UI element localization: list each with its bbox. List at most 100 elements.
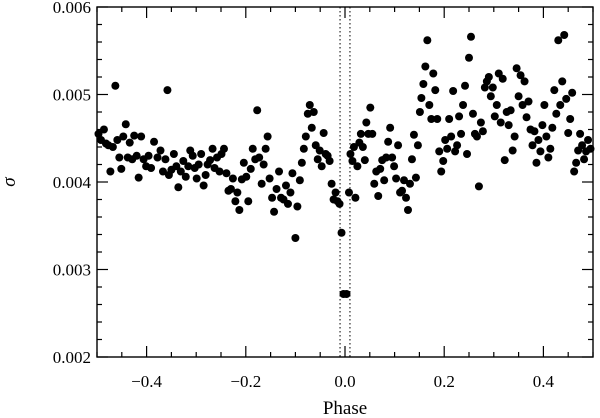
y-tick-label-2: 0.004 bbox=[53, 173, 92, 192]
data-point-114 bbox=[348, 157, 357, 165]
data-point-48 bbox=[206, 156, 215, 165]
data-point-116 bbox=[351, 193, 360, 202]
x-tick-label-1: −0.2 bbox=[230, 372, 261, 391]
data-point-135 bbox=[388, 153, 397, 162]
data-point-122 bbox=[362, 118, 371, 127]
data-point-169 bbox=[455, 112, 464, 121]
data-point-203 bbox=[522, 113, 531, 122]
data-point-125 bbox=[368, 129, 377, 138]
data-point-202 bbox=[520, 77, 529, 86]
data-point-77 bbox=[270, 207, 279, 216]
data-point-178 bbox=[472, 132, 481, 141]
data-point-129 bbox=[376, 164, 385, 173]
data-point-78 bbox=[272, 185, 281, 193]
x-axis-label: Phase bbox=[323, 398, 367, 418]
data-point-199 bbox=[514, 92, 523, 101]
data-point-155 bbox=[427, 115, 436, 123]
data-point-2 bbox=[99, 125, 108, 134]
data-point-174 bbox=[465, 53, 473, 62]
data-point-163 bbox=[443, 144, 452, 153]
data-point-213 bbox=[542, 132, 551, 141]
plot-frame bbox=[96, 6, 594, 358]
data-point-141 bbox=[400, 176, 409, 185]
data-point-219 bbox=[554, 36, 563, 45]
data-point-168 bbox=[453, 141, 462, 150]
data-point-212 bbox=[540, 101, 549, 109]
data-point-35 bbox=[176, 167, 185, 176]
data-point-27 bbox=[158, 167, 167, 176]
data-point-190 bbox=[496, 118, 505, 127]
data-point-218 bbox=[552, 109, 561, 118]
data-point-167 bbox=[451, 147, 460, 156]
data-point-207 bbox=[530, 127, 539, 136]
data-point-179 bbox=[474, 182, 483, 191]
data-point-9 bbox=[115, 153, 124, 162]
data-point-185 bbox=[486, 92, 495, 101]
data-point-194 bbox=[504, 121, 513, 130]
data-point-58 bbox=[228, 174, 237, 183]
data-point-90 bbox=[299, 144, 308, 153]
data-point-120 bbox=[358, 143, 367, 151]
data-point-191 bbox=[498, 74, 507, 83]
data-point-175 bbox=[466, 32, 475, 41]
data-point-19 bbox=[137, 132, 146, 141]
data-point-5 bbox=[106, 167, 115, 176]
data-point-222 bbox=[560, 31, 569, 39]
data-point-164 bbox=[445, 115, 454, 123]
data-point-154 bbox=[425, 101, 434, 109]
data-point-38 bbox=[184, 162, 193, 171]
data-point-67 bbox=[248, 144, 257, 153]
data-point-214 bbox=[544, 153, 553, 162]
data-point-146 bbox=[409, 130, 418, 139]
data-point-148 bbox=[413, 141, 422, 150]
data-point-115 bbox=[349, 143, 358, 151]
data-point-84 bbox=[286, 188, 295, 197]
data-point-131 bbox=[380, 176, 389, 185]
data-point-201 bbox=[518, 101, 527, 109]
data-point-61 bbox=[235, 206, 244, 214]
data-point-76 bbox=[268, 193, 277, 202]
data-point-195 bbox=[506, 106, 515, 115]
data-point-136 bbox=[390, 162, 399, 171]
data-point-37 bbox=[181, 172, 190, 181]
data-point-91 bbox=[301, 132, 310, 141]
data-point-216 bbox=[548, 123, 557, 132]
x-tick-label-3: 0.2 bbox=[434, 372, 455, 391]
data-point-42 bbox=[192, 174, 201, 183]
data-point-157 bbox=[431, 86, 440, 95]
data-point-11 bbox=[119, 132, 128, 141]
data-points bbox=[94, 31, 595, 298]
data-point-208 bbox=[532, 158, 541, 167]
y-tick-label-1: 0.003 bbox=[53, 261, 91, 280]
data-point-150 bbox=[417, 94, 426, 102]
data-point-17 bbox=[132, 151, 141, 160]
data-point-108 bbox=[335, 199, 344, 208]
data-point-132 bbox=[382, 153, 391, 162]
data-point-172 bbox=[461, 81, 470, 90]
data-point-156 bbox=[429, 69, 438, 78]
data-point-28 bbox=[161, 155, 170, 164]
data-point-133 bbox=[384, 137, 393, 146]
data-point-12 bbox=[121, 120, 130, 129]
data-point-162 bbox=[441, 136, 450, 144]
data-point-69 bbox=[253, 106, 262, 115]
data-point-165 bbox=[447, 132, 456, 141]
data-point-94 bbox=[307, 123, 316, 132]
data-point-40 bbox=[188, 151, 197, 160]
data-point-200 bbox=[516, 71, 525, 80]
data-point-26 bbox=[156, 146, 165, 155]
data-point-59 bbox=[231, 197, 240, 206]
data-point-161 bbox=[439, 157, 448, 165]
data-point-57 bbox=[226, 185, 235, 193]
data-point-104 bbox=[327, 179, 336, 188]
data-point-93 bbox=[305, 101, 314, 109]
y-axis-label: σ bbox=[0, 177, 20, 187]
data-point-34 bbox=[174, 183, 183, 192]
data-point-14 bbox=[125, 138, 134, 147]
y-tick-label-3: 0.005 bbox=[53, 86, 91, 105]
data-point-10 bbox=[117, 164, 126, 173]
data-point-217 bbox=[550, 86, 559, 95]
data-point-192 bbox=[500, 156, 509, 165]
data-point-226 bbox=[568, 88, 577, 97]
